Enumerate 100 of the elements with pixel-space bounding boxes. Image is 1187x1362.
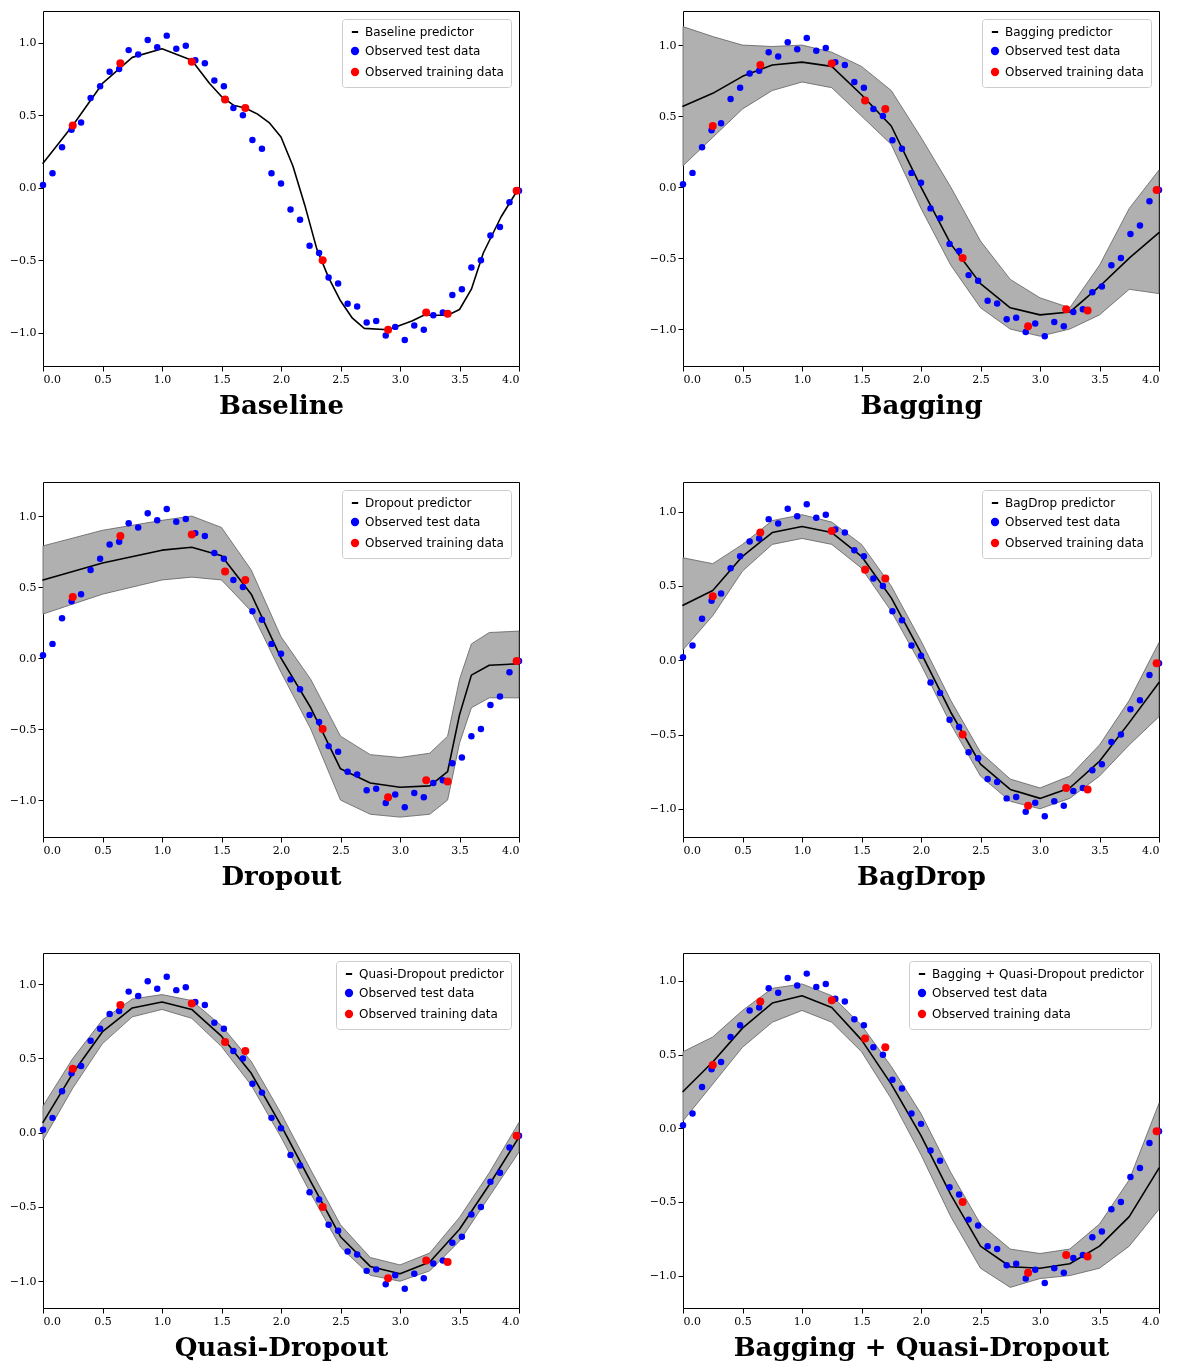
x-tick-label: 0.5 xyxy=(94,372,112,386)
y-tick-label: −1.0 xyxy=(649,1269,677,1283)
x-tick-label: 2.0 xyxy=(272,372,291,386)
y-tick-label: −1.0 xyxy=(9,326,37,340)
legend-label: Dropout predictor xyxy=(365,496,472,510)
y-tick-label: −1.0 xyxy=(649,322,677,336)
legend-label: Observed training data xyxy=(359,1007,498,1021)
x-tick-label: 2.0 xyxy=(272,843,291,857)
x-tick-label: 1.0 xyxy=(153,372,172,386)
x-tick-label: 2.5 xyxy=(332,843,350,857)
y-tick-label: 0.5 xyxy=(19,1051,37,1065)
x-axis-title: Dropout xyxy=(221,860,342,891)
y-tick-label: 1.0 xyxy=(19,977,37,991)
x-tick-label: 0.0 xyxy=(43,372,61,386)
x-tick-label: 0.5 xyxy=(94,1314,112,1328)
x-tick-label: 4.0 xyxy=(1142,1314,1160,1328)
x-tick-label: 2.5 xyxy=(972,372,990,386)
x-tick-label: 2.5 xyxy=(332,1314,350,1328)
y-tick-label: 0.0 xyxy=(19,181,37,195)
x-tick-label: 0.5 xyxy=(734,372,752,386)
y-tick-label: 0.0 xyxy=(659,1121,677,1135)
x-tick-label: 3.5 xyxy=(1091,843,1109,857)
x-tick-label: 1.5 xyxy=(853,843,871,857)
legend-label: Observed test data xyxy=(365,44,481,58)
x-tick-label: 1.0 xyxy=(153,1314,172,1328)
legend-label: Observed training data xyxy=(1005,536,1144,550)
x-tick-label: 2.5 xyxy=(972,843,990,857)
line-series xyxy=(682,61,1160,316)
legend-label: Observed test data xyxy=(359,986,475,1000)
x-tick-label: 3.5 xyxy=(451,372,469,386)
x-tick-label: 3.5 xyxy=(1091,1314,1109,1328)
y-tick-label: −1.0 xyxy=(649,802,677,816)
x-tick-label: 4.0 xyxy=(1142,843,1160,857)
y-tick-label: −0.5 xyxy=(649,728,677,742)
y-tick-label: 1.0 xyxy=(19,509,37,523)
x-tick-label: 0.5 xyxy=(734,1314,752,1328)
y-tick-label: 0.5 xyxy=(659,1048,677,1062)
x-tick-label: 0.0 xyxy=(683,843,701,857)
x-tick-label: 1.0 xyxy=(793,1314,812,1328)
x-tick-label: 3.0 xyxy=(391,1314,410,1328)
x-tick-label: 2.0 xyxy=(272,1314,291,1328)
x-tick-label: 3.5 xyxy=(1091,372,1109,386)
y-tick-label: 1.0 xyxy=(659,38,677,52)
x-tick-label: 1.5 xyxy=(213,1314,231,1328)
x-tick-label: 1.5 xyxy=(213,843,231,857)
x-tick-label: 1.5 xyxy=(213,372,231,386)
x-tick-label: 2.0 xyxy=(912,372,931,386)
x-tick-label: 2.0 xyxy=(912,843,931,857)
legend-label: Observed test data xyxy=(1005,515,1121,529)
x-tick-label: 3.5 xyxy=(451,1314,469,1328)
x-axis-title: Quasi-Dropout xyxy=(174,1331,389,1362)
x-tick-label: 0.5 xyxy=(734,843,752,857)
legend-label: Observed test data xyxy=(932,986,1048,1000)
x-tick-label: 3.5 xyxy=(451,843,469,857)
y-tick-label: 0.5 xyxy=(659,109,677,123)
x-axis-title: BagDrop xyxy=(857,860,986,891)
x-tick-label: 2.5 xyxy=(332,372,350,386)
y-tick-label: −0.5 xyxy=(649,1195,677,1209)
x-tick-label: 0.5 xyxy=(94,843,112,857)
x-axis-title: Bagging + Quasi-Dropout xyxy=(733,1331,1110,1362)
legend-label: Bagging + Quasi-Dropout predictor xyxy=(932,967,1144,981)
x-axis-title: Bagging xyxy=(860,389,983,420)
x-tick-label: 4.0 xyxy=(502,1314,520,1328)
y-tick-label: −1.0 xyxy=(9,793,37,807)
x-tick-label: 4.0 xyxy=(502,843,520,857)
y-tick-label: −0.5 xyxy=(9,722,37,736)
y-tick-label: 1.0 xyxy=(659,505,677,519)
legend-label: Observed training data xyxy=(1005,65,1144,79)
x-tick-label: 4.0 xyxy=(502,372,520,386)
y-tick-label: 0.5 xyxy=(19,580,37,594)
x-tick-label: 0.0 xyxy=(683,372,701,386)
x-tick-label: 3.0 xyxy=(391,843,410,857)
legend-label: Observed training data xyxy=(365,65,504,79)
x-tick-label: 2.0 xyxy=(912,1314,931,1328)
x-tick-label: 1.5 xyxy=(853,1314,871,1328)
legend-label: Bagging predictor xyxy=(1005,25,1113,39)
y-tick-label: 1.0 xyxy=(659,974,677,988)
x-tick-label: 0.0 xyxy=(43,843,61,857)
legend-label: Observed training data xyxy=(932,1007,1071,1021)
x-tick-label: 1.0 xyxy=(153,843,172,857)
x-tick-label: 3.0 xyxy=(391,372,410,386)
y-tick-label: 0.0 xyxy=(659,653,677,667)
x-tick-label: 0.0 xyxy=(683,1314,701,1328)
x-tick-label: 3.0 xyxy=(1031,843,1050,857)
legend-label: Observed test data xyxy=(1005,44,1121,58)
x-tick-label: 1.0 xyxy=(793,372,812,386)
legend-label: BagDrop predictor xyxy=(1005,496,1116,510)
y-tick-label: 0.5 xyxy=(659,579,677,593)
y-tick-label: 1.0 xyxy=(19,36,37,50)
x-tick-label: 2.5 xyxy=(972,1314,990,1328)
y-tick-label: 0.5 xyxy=(19,108,37,122)
legend-label: Observed test data xyxy=(365,515,481,529)
x-tick-label: 1.5 xyxy=(853,372,871,386)
y-tick-label: −0.5 xyxy=(9,1200,37,1214)
y-tick-label: 0.0 xyxy=(659,180,677,194)
x-tick-label: 1.0 xyxy=(793,843,812,857)
x-axis-title: Baseline xyxy=(218,389,345,420)
legend-label: Observed training data xyxy=(365,536,504,550)
legend-label: Quasi-Dropout predictor xyxy=(359,967,504,981)
y-tick-label: 0.0 xyxy=(19,651,37,665)
